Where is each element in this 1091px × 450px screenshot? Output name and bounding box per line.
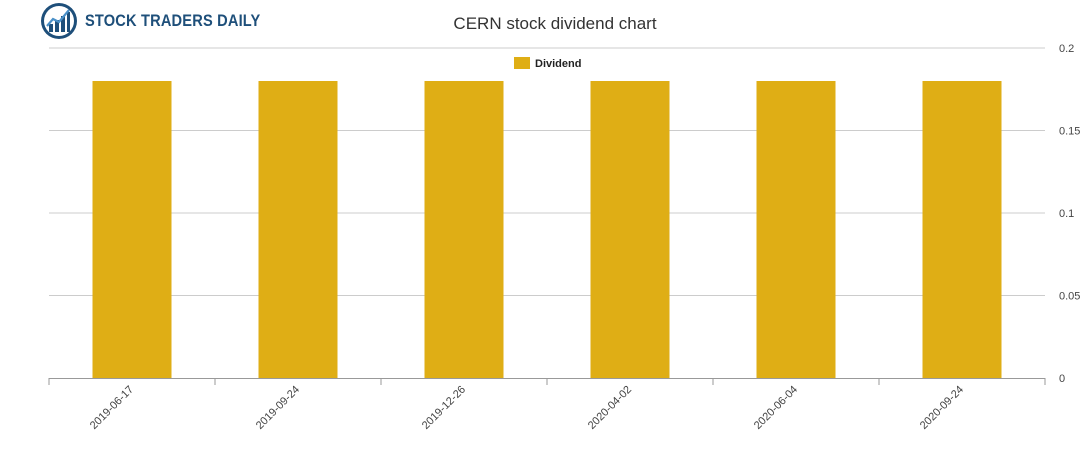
bar-dividend bbox=[590, 81, 670, 378]
x-tick-label: 2020-04-02 bbox=[586, 384, 634, 432]
y-tick-label: 0 bbox=[1059, 373, 1065, 385]
bar-dividend bbox=[756, 81, 836, 378]
brand-logo: STOCK TRADERS DAILY bbox=[40, 2, 289, 40]
y-tick-label: 0.05 bbox=[1059, 291, 1080, 303]
x-axis bbox=[48, 378, 1046, 385]
x-tick-label: 2020-06-04 bbox=[752, 384, 800, 432]
grid-lines bbox=[49, 47, 1045, 296]
legend-label-dividend: Dividend bbox=[535, 58, 581, 70]
x-tick-label: 2020-09-24 bbox=[918, 384, 966, 432]
x-tick-label: 2019-06-17 bbox=[88, 384, 136, 432]
x-tick-label: 2019-09-24 bbox=[254, 384, 302, 432]
y-tick-label: 0.2 bbox=[1059, 43, 1074, 55]
bar-dividend bbox=[424, 81, 504, 378]
y-tick-label: 0.15 bbox=[1059, 126, 1080, 138]
x-tick-label: 2019-12-26 bbox=[420, 384, 468, 432]
bar-dividend bbox=[258, 81, 338, 378]
brand-name: STOCK TRADERS DAILY bbox=[85, 11, 261, 30]
bar-dividend bbox=[92, 81, 172, 378]
y-tick-label: 0.1 bbox=[1059, 208, 1074, 220]
x-axis-ticks: 2019-06-17 2019-09-24 2019-12-26 2020-04-02… bbox=[88, 384, 966, 432]
bar-chart-globe-icon bbox=[41, 3, 77, 39]
bars bbox=[92, 81, 1002, 378]
bar-dividend bbox=[922, 81, 1002, 378]
legend: Dividend bbox=[514, 57, 581, 70]
chart-title: CERN stock dividend chart bbox=[453, 14, 656, 33]
legend-swatch-dividend bbox=[514, 57, 530, 69]
y-axis-ticks: 0 0.05 0.1 0.15 0.2 bbox=[1059, 43, 1080, 385]
